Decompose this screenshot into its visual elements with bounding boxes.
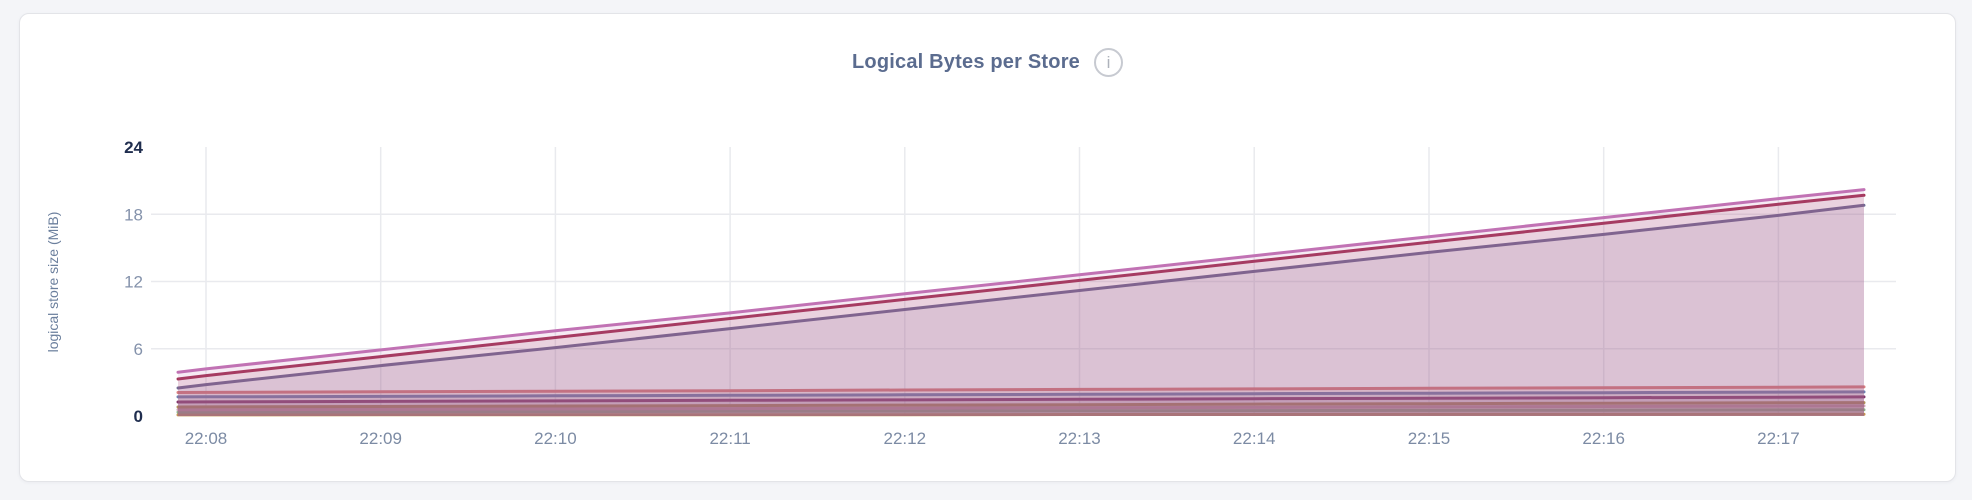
series-store-6-line <box>176 395 1866 404</box>
x-tick-label: 22:17 <box>1757 429 1800 448</box>
series-store-2-area <box>178 195 1864 416</box>
series-store-5-area <box>178 391 1864 416</box>
x-tick-label: 22:12 <box>884 429 927 448</box>
series-store-3-line <box>176 203 1866 390</box>
series-store-1-area <box>178 189 1864 416</box>
series-store-8-area <box>178 405 1864 416</box>
chart-title: Logical Bytes per Store <box>852 51 1080 73</box>
series-store-4-line <box>176 385 1866 394</box>
series-store-10-line <box>176 412 1866 417</box>
series-store-4-area <box>178 386 1864 416</box>
x-tick-label: 22:16 <box>1582 429 1625 448</box>
series-store-3-area <box>178 205 1864 416</box>
y-tick-label: 12 <box>124 273 143 292</box>
x-tick-label: 22:10 <box>534 429 577 448</box>
y-axis-title: logical store size (MiB) <box>45 212 61 353</box>
y-tick-label: 18 <box>124 205 143 224</box>
series-store-1-line <box>176 188 1866 374</box>
chart-header: Logical Bytes per Store i <box>20 48 1955 77</box>
x-tick-label: 22:09 <box>359 429 402 448</box>
x-tick-label: 22:13 <box>1058 429 1101 448</box>
series-store-5-line <box>176 390 1866 399</box>
y-tick-label: 6 <box>134 340 143 359</box>
y-tick-label: 0 <box>134 407 143 426</box>
series-store-9-line <box>176 408 1866 414</box>
y-tick-label: 24 <box>124 138 143 157</box>
x-tick-label: 22:15 <box>1408 429 1451 448</box>
series-group <box>176 188 1866 417</box>
x-tick-label: 22:08 <box>185 429 228 448</box>
info-icon[interactable]: i <box>1094 48 1123 77</box>
chart-card: Logical Bytes per Store i 22:08 22:09 22:1… <box>19 13 1956 482</box>
series-store-8-line <box>176 404 1866 412</box>
logical-bytes-area-chart[interactable]: 22:08 22:09 22:10 22:11 22:12 22:13 22:14 22:15… <box>20 14 1953 479</box>
series-store-2-line <box>176 193 1866 381</box>
x-tick-label: 22:11 <box>709 429 750 448</box>
y-axis: 0 6 12 18 24 logical store size (MiB) <box>45 138 144 426</box>
x-tick-label: 22:14 <box>1233 429 1276 448</box>
series-store-7-line <box>176 401 1866 409</box>
x-axis: 22:08 22:09 22:10 22:11 22:12 22:13 22:14 22:15… <box>185 429 1800 448</box>
